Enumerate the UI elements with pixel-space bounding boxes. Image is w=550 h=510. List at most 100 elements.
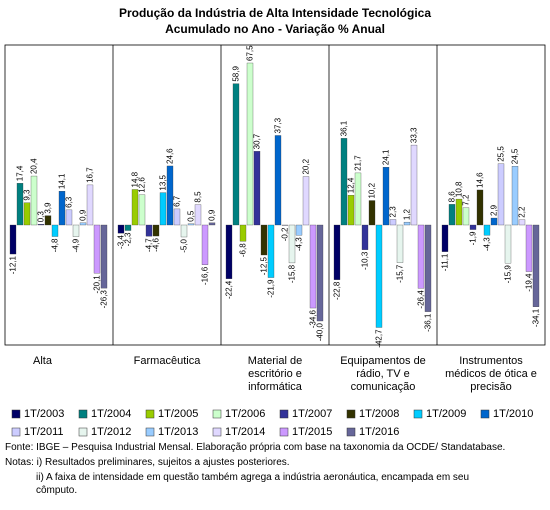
value-label: 24,5 [511, 148, 520, 164]
bar [448, 204, 456, 226]
bar [361, 224, 369, 250]
bar [302, 176, 310, 226]
value-label: 14,6 [476, 172, 485, 188]
value-label: -16,6 [201, 266, 210, 285]
value-label: -19,4 [525, 273, 534, 292]
bar [497, 163, 505, 226]
value-label: -10,3 [361, 251, 370, 270]
value-label: -4,3 [295, 237, 304, 251]
bar [274, 135, 282, 226]
bar [145, 224, 153, 237]
value-label: -15,7 [396, 264, 405, 283]
bar [232, 83, 240, 226]
legend-label: 1T/2013 [158, 426, 198, 438]
bar [462, 207, 470, 226]
value-label: 8,6 [448, 191, 457, 203]
x-tick-label: Equipamentos de rádio, TV e comunicação [340, 355, 426, 393]
value-label: -12,5 [260, 256, 269, 275]
value-label: -1,9 [469, 231, 478, 245]
bar [72, 224, 80, 237]
value-label: 2,2 [518, 206, 527, 218]
footnote: Notas: i) Resultados preliminares, sujei… [5, 457, 290, 468]
value-label: -5,0 [180, 238, 189, 252]
value-label: 8,5 [194, 191, 203, 203]
value-label: 36,1 [340, 120, 349, 136]
footnote: Fonte: IBGE – Pesquisa Industrial Mensal… [5, 442, 506, 453]
bar [525, 224, 533, 272]
bar [30, 175, 38, 226]
bar [504, 224, 512, 264]
bar [246, 62, 254, 226]
x-tick-label: Instrumentos médicos de ótica e precisão [445, 355, 537, 393]
bar [382, 167, 390, 226]
value-label: 0,9 [208, 209, 217, 221]
value-label: -22,4 [225, 280, 234, 299]
value-label: 6,3 [65, 196, 74, 208]
bar [131, 189, 139, 226]
legend-swatch [413, 409, 423, 419]
legend-label: 1T/2003 [24, 408, 64, 420]
bar [532, 224, 540, 307]
value-label: 2,9 [490, 204, 499, 216]
value-label: 0,9 [79, 209, 88, 221]
value-label: -34,6 [309, 309, 318, 328]
chart-title: Produção da Indústria de Alta Intensidad… [119, 6, 431, 20]
legend-swatch [279, 427, 289, 437]
bar [476, 189, 484, 226]
value-label: -0,2 [281, 227, 290, 241]
legend-label: 1T/2015 [292, 426, 332, 438]
legend-swatch [346, 427, 356, 437]
value-label: -11,1 [441, 253, 450, 271]
bar [354, 172, 362, 226]
bar [9, 224, 17, 255]
x-tick-label: Alta [33, 355, 52, 367]
bar [225, 224, 233, 279]
value-label: -34,1 [532, 308, 541, 327]
bar [309, 224, 317, 309]
legend-swatch [145, 427, 155, 437]
value-label: -26,4 [417, 290, 426, 309]
value-label: 3,9 [44, 202, 53, 214]
legend-label: 1T/2009 [426, 408, 466, 420]
value-label: 20,2 [302, 158, 311, 174]
value-label: 13,5 [159, 174, 168, 190]
bar [93, 224, 101, 274]
legend-label: 1T/2012 [91, 426, 131, 438]
bar [469, 224, 477, 230]
value-label: 21,7 [354, 155, 363, 171]
bar [260, 224, 268, 256]
value-label: -20,1 [93, 275, 102, 294]
bar [389, 219, 397, 226]
value-label: 20,4 [30, 158, 39, 174]
value-label: -26,3 [100, 290, 109, 309]
bar [281, 224, 289, 226]
value-label: 12,4 [347, 177, 356, 193]
value-label: -22,8 [333, 281, 342, 300]
bar [58, 191, 66, 226]
bar [208, 222, 216, 226]
value-label: 37,3 [274, 117, 283, 133]
bar [201, 224, 209, 265]
bar [410, 144, 418, 226]
bar [288, 224, 296, 264]
bar [253, 151, 261, 226]
value-label: -36,1 [424, 313, 433, 332]
bar [455, 198, 463, 226]
bar [417, 224, 425, 289]
bar [518, 219, 526, 226]
value-label: 10,2 [368, 182, 377, 198]
bar [173, 208, 181, 226]
value-label: -4,7 [145, 238, 154, 252]
value-label: 14,8 [131, 171, 140, 187]
value-label: -4,9 [72, 238, 81, 252]
value-label: 17,4 [16, 165, 25, 181]
value-label: -4,6 [152, 238, 161, 252]
value-label: 10,8 [455, 181, 464, 197]
bar [51, 224, 59, 237]
value-label: -15,9 [504, 265, 513, 284]
bar [23, 202, 31, 226]
value-label: -42,7 [375, 329, 384, 348]
bar [316, 224, 324, 322]
bar [511, 166, 519, 226]
